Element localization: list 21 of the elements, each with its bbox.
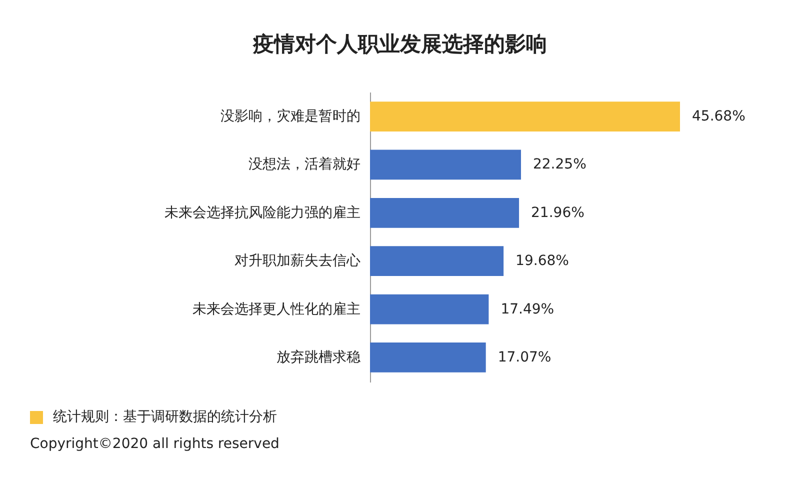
y-tick-label: 放弃跳槽求稳 [276,349,360,366]
y-tick-label: 没想法，活着就好 [248,156,360,173]
bar [370,342,486,372]
y-tick-label: 对升职加薪失去信心 [234,253,360,270]
data-label: 17.07% [498,349,552,366]
data-label: 19.68% [516,253,569,270]
bar [370,246,504,276]
bar [370,102,680,132]
y-tick-label: 未来会选择更人性化的雇主 [192,301,360,318]
bar [370,198,520,228]
y-tick-label: 未来会选择抗风险能力强的雇主 [164,204,360,221]
chart-title: 疫情对个人职业发展选择的影响 [252,31,548,58]
data-label: 22.25% [532,156,586,173]
text: Copyright©2020 all rights reserved [30,436,280,452]
bar [370,150,521,180]
bar [370,294,489,324]
data-label: 45.68% [692,108,746,125]
y-tick-label: 没影响，灾难是暂时的 [220,108,360,125]
data-label: 21.96% [531,204,584,221]
data-label: 17.49% [500,301,554,318]
text: 统计规则：基于调研数据的统计分析 [53,408,277,426]
